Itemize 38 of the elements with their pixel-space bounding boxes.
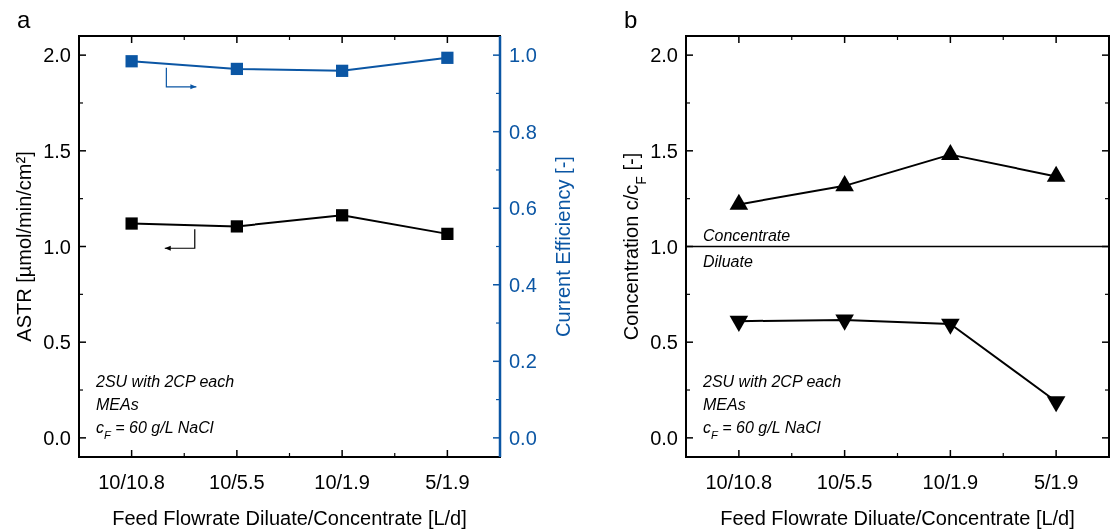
annotation: MEAs: [96, 396, 139, 413]
x-axis-title: Feed Flowrate Diluate/Concentrate [L/d]: [112, 507, 467, 529]
annotation: MEAs: [703, 396, 746, 413]
x-tick-label: 10/10.8: [705, 471, 773, 493]
x-tick-label: 5/1.9: [425, 471, 470, 493]
y2-tick-label: 0.2: [509, 350, 537, 373]
y2-axis-title: Current Efficiency [-]: [552, 156, 574, 337]
x-tick-label: 5/1.9: [1033, 471, 1079, 493]
y-tick-label: 1.5: [650, 139, 678, 162]
y2-tick-label: 0.4: [509, 273, 537, 296]
annotation: 2SU with 2CP each: [95, 373, 235, 390]
y2-tick-label: 0.0: [509, 426, 537, 449]
x-tick-label: 10/10.8: [98, 471, 165, 493]
x-tick-label: 10/5.5: [209, 471, 265, 493]
x-tick-label: 10/5.5: [816, 471, 873, 493]
annotation: Concentrate: [703, 226, 791, 244]
annotation: c$_{F}$ = 60 g/L NaCl: [96, 419, 214, 441]
chart-title: b: [624, 6, 638, 33]
y-tick-label: 1.0: [43, 235, 71, 258]
y-tick-label: 1.0: [650, 235, 678, 258]
y-axis-title: ASTR [µmol/min/cm²]: [13, 151, 35, 342]
y-tick-label: 2.0: [650, 44, 678, 67]
y-tick-label: 0.5: [650, 331, 678, 354]
x-tick-label: 10/1.9: [922, 471, 979, 493]
annotation: 2SU with 2CP each: [702, 373, 842, 390]
y-tick-label: 0.0: [43, 426, 71, 449]
x-axis-title: Feed Flowrate Diluate/Concentrate [L/d]: [720, 507, 1075, 529]
y-tick-label: 0.5: [43, 331, 71, 354]
y-tick-label: 1.5: [43, 139, 71, 162]
y2-tick-label: 0.8: [509, 120, 537, 143]
annotation: c$_{F}$ = 60 g/L NaCl: [703, 419, 821, 441]
y2-tick-label: 1.0: [509, 44, 537, 67]
y2-tick-label: 0.6: [509, 197, 537, 220]
x-tick-label: 10/1.9: [314, 471, 370, 493]
y-tick-label: 2.0: [43, 44, 71, 67]
chart-title: a: [17, 6, 31, 33]
y-tick-label: 0.0: [650, 426, 678, 449]
annotation: Diluate: [703, 252, 753, 270]
